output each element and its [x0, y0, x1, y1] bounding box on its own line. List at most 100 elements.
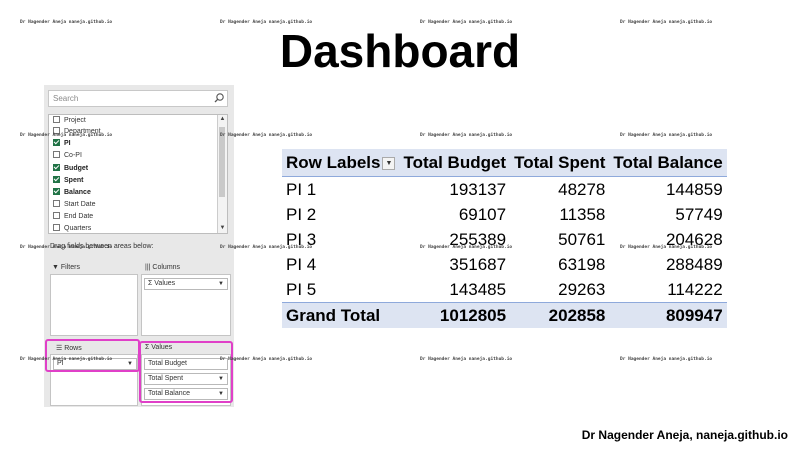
checkbox-icon[interactable] — [53, 223, 60, 231]
rows-area[interactable]: PI ▼ — [50, 354, 138, 406]
pivot-header-row: Row Labels ▼ Total Budget Total Spent Tot… — [282, 149, 727, 177]
checkbox-checked-icon[interactable] — [53, 187, 60, 195]
checkbox-icon[interactable] — [53, 115, 60, 123]
row-label[interactable]: PI 4 — [286, 254, 317, 274]
table-row: PI 1 193137 48278 144859 — [282, 177, 727, 203]
header-total-balance: Total Balance — [609, 149, 727, 177]
values-area-header: Σ Values — [145, 344, 173, 351]
checkbox-checked-icon[interactable] — [53, 175, 60, 183]
field-item-budget[interactable]: Budget — [53, 163, 88, 175]
values-item-total-spent[interactable]: Total Spent ▼ — [144, 373, 228, 385]
rows-item-pi[interactable]: PI ▼ — [53, 358, 137, 370]
sigma-icon: Σ — [145, 344, 150, 351]
checkbox-icon[interactable] — [53, 211, 60, 219]
budget-cell[interactable]: 351687 — [449, 254, 507, 274]
checkbox-icon[interactable] — [53, 199, 60, 207]
chevron-down-icon[interactable]: ▼ — [218, 376, 224, 382]
row-label[interactable]: PI 5 — [286, 279, 317, 299]
slide-title: Dashboard — [279, 25, 521, 77]
filter-icon: ▼ — [52, 264, 59, 271]
grand-total-label[interactable]: Grand Total — [282, 302, 400, 328]
columns-area-header: ||| Columns — [145, 264, 181, 271]
spent-cell[interactable]: 29263 — [558, 279, 606, 299]
checkbox-checked-icon[interactable] — [53, 138, 60, 146]
watermark: Dr Nagender Aneja naneja.github.io — [420, 20, 513, 25]
values-item-total-balance[interactable]: Total Balance ▼ — [144, 388, 228, 400]
search-icon[interactable] — [213, 92, 225, 104]
columns-area[interactable]: Σ Values ▼ — [141, 274, 231, 336]
filters-area-header: ▼ Filters — [52, 264, 80, 271]
field-item-co-pi[interactable]: Co-PI — [53, 150, 82, 162]
field-item-project[interactable]: Project — [53, 115, 86, 127]
search-placeholder: Search — [53, 94, 79, 103]
row-label[interactable]: PI 3 — [286, 229, 317, 249]
balance-cell[interactable]: 204628 — [665, 229, 723, 249]
filters-area[interactable] — [50, 274, 138, 336]
budget-cell[interactable]: 69107 — [458, 204, 507, 224]
watermark: Dr Nagender Aneja naneja.github.io — [20, 20, 113, 25]
scroll-down-icon[interactable]: ▼ — [219, 225, 226, 231]
watermark: Dr Nagender Aneja naneja.github.io — [620, 133, 713, 138]
columns-icon: ||| — [145, 264, 151, 271]
field-item-balance[interactable]: Balance — [53, 187, 91, 199]
table-row: PI 3 255389 50761 204628 — [282, 227, 727, 252]
drag-instructions: Drag fields between areas below: — [50, 243, 154, 250]
field-item-quarters[interactable]: Quarters — [53, 223, 91, 233]
table-row: PI 5 143485 29263 114222 — [282, 277, 727, 303]
table-row: PI 2 69107 11358 57749 — [282, 202, 727, 227]
columns-item-values[interactable]: Σ Values ▼ — [144, 278, 228, 290]
budget-cell[interactable]: 143485 — [449, 279, 507, 299]
chevron-down-icon[interactable]: ▼ — [127, 361, 133, 367]
scroll-up-icon[interactable]: ▲ — [219, 116, 226, 122]
balance-cell[interactable]: 114222 — [667, 279, 723, 299]
values-item-total-budget[interactable]: Total Budget — [144, 358, 228, 370]
row-label[interactable]: PI 1 — [286, 179, 317, 199]
header-total-budget: Total Budget — [399, 149, 511, 177]
grand-total-row: Grand Total 1012805 202858 809947 — [282, 302, 727, 328]
values-area[interactable]: Total Budget Total Spent ▼ Total Balance ▼ — [141, 354, 231, 406]
balance-cell[interactable]: 57749 — [675, 204, 723, 224]
spent-cell[interactable]: 11358 — [559, 204, 606, 224]
balance-cell[interactable]: 288489 — [665, 254, 723, 274]
field-search-input[interactable]: Search — [48, 90, 228, 107]
watermark: Dr Nagender Aneja naneja.github.io — [420, 245, 513, 250]
watermark: Dr Nagender Aneja naneja.github.io — [420, 357, 513, 362]
pivot-table: Row Labels ▼ Total Budget Total Spent Tot… — [282, 149, 727, 328]
field-item-spent[interactable]: Spent — [53, 175, 83, 187]
watermark: Dr Nagender Aneja naneja.github.io — [420, 133, 513, 138]
balance-cell[interactable]: 144859 — [665, 179, 723, 199]
field-item-pi[interactable]: PI — [53, 138, 71, 150]
rows-highlight — [45, 339, 140, 372]
budget-cell[interactable]: 255389 — [449, 229, 507, 249]
spent-cell[interactable]: 48278 — [558, 179, 606, 199]
watermark: Dr Nagender Aneja naneja.github.io — [20, 245, 113, 250]
grand-total-spent[interactable]: 202858 — [510, 302, 610, 328]
field-list-scrollbar[interactable]: ▲ ▼ — [217, 115, 227, 233]
checkbox-icon[interactable] — [53, 150, 60, 158]
watermark: Dr Nagender Aneja naneja.github.io — [620, 20, 713, 25]
spent-cell[interactable]: 63198 — [558, 254, 606, 274]
rows-area-header: ☰ Rows — [56, 345, 82, 352]
watermark: Dr Nagender Aneja naneja.github.io — [220, 20, 313, 25]
spent-cell[interactable]: 50761 — [558, 229, 606, 249]
rows-icon: ☰ — [56, 345, 63, 352]
chevron-down-icon[interactable]: ▼ — [218, 391, 224, 397]
checkbox-checked-icon[interactable] — [53, 163, 60, 171]
grand-total-budget[interactable]: 1012805 — [399, 302, 511, 328]
watermark: Dr Nagender Aneja naneja.github.io — [20, 133, 113, 138]
field-item-department[interactable]: Department — [53, 126, 101, 138]
scroll-thumb[interactable] — [219, 127, 225, 197]
slide-footer: Dr Nagender Aneja, naneja.github.io — [581, 428, 788, 442]
table-row: PI 4 351687 63198 288489 — [282, 252, 727, 277]
header-total-spent: Total Spent — [510, 149, 610, 177]
row-label[interactable]: PI 2 — [286, 204, 317, 224]
grand-total-balance[interactable]: 809947 — [609, 302, 727, 328]
values-highlight — [139, 341, 233, 403]
chevron-down-icon[interactable]: ▼ — [218, 281, 224, 287]
checkbox-icon[interactable] — [53, 126, 60, 134]
field-item-end-date[interactable]: End Date — [53, 211, 93, 223]
filter-dropdown-icon[interactable]: ▼ — [382, 156, 396, 170]
budget-cell[interactable]: 193137 — [449, 179, 507, 199]
field-item-start-date[interactable]: Start Date — [53, 199, 96, 211]
watermark: Dr Nagender Aneja naneja.github.io — [220, 133, 313, 138]
